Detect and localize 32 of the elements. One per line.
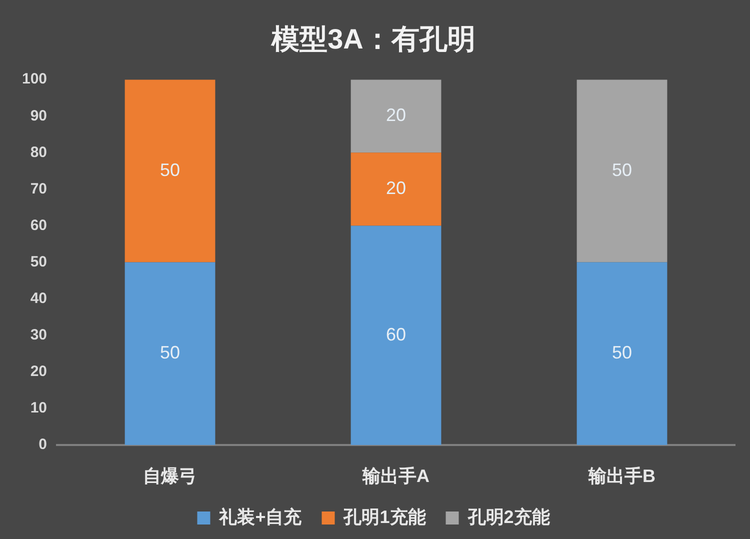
bar <box>576 262 668 445</box>
data-label: 20 <box>386 105 406 126</box>
y-tick-label: 70 <box>30 180 48 198</box>
y-tick-label: 30 <box>30 326 48 344</box>
bar <box>350 226 442 445</box>
chart-title: 模型3A：有孔明 <box>270 24 476 55</box>
bar <box>124 262 216 445</box>
bar <box>124 80 216 262</box>
data-label: 20 <box>386 178 406 198</box>
x-tick-label: 输出手A <box>362 466 430 486</box>
data-label: 50 <box>160 342 180 363</box>
y-tick-label: 20 <box>30 363 48 380</box>
legend-label: 孔明1充能 <box>342 506 426 527</box>
y-tick-label: 60 <box>30 216 48 234</box>
legend-label: 孔明2充能 <box>466 506 550 527</box>
y-tick-label: 40 <box>30 290 48 307</box>
bar <box>350 80 442 153</box>
y-tick-label: 90 <box>30 107 48 124</box>
y-tick-label: 80 <box>30 144 48 161</box>
bar <box>576 80 668 262</box>
data-label: 50 <box>612 160 632 180</box>
data-label: 50 <box>160 160 180 180</box>
x-tick-label: 自爆弓 <box>143 466 198 486</box>
y-tick-label: 50 <box>30 253 48 270</box>
data-label: 50 <box>612 342 632 363</box>
x-tick-label: 输出手B <box>588 466 656 486</box>
y-tick-label: 100 <box>22 70 48 88</box>
y-tick-label: 10 <box>30 400 48 417</box>
y-tick-label: 0 <box>38 436 48 454</box>
legend-label: 礼装+自充 <box>218 506 303 527</box>
data-label: 60 <box>386 324 406 344</box>
bar <box>350 152 442 226</box>
